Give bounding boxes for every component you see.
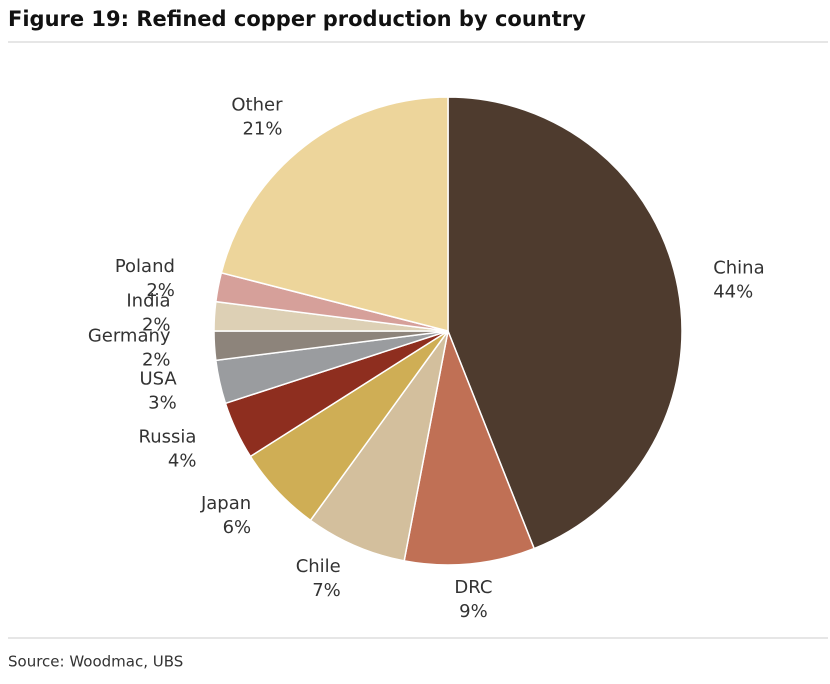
slice-value: 7%: [312, 580, 341, 601]
slice-label: Germany: [88, 325, 171, 346]
chart-title: Figure 19: Refined copper production by …: [8, 7, 586, 31]
slice-value: 4%: [168, 450, 197, 471]
slice-label: Chile: [296, 556, 341, 577]
slice-value: 2%: [142, 349, 171, 370]
slice-label: DRC: [454, 577, 492, 598]
pie-slice: [447, 96, 683, 550]
slice-label: Japan: [200, 493, 251, 514]
slice-value: 44%: [713, 281, 753, 302]
slice-label: Other: [231, 95, 283, 116]
source: Source: Woodmac, UBS: [8, 653, 183, 671]
slice-label: USA: [139, 369, 177, 390]
pie-slice: [403, 328, 536, 566]
slice-value: 21%: [242, 119, 282, 140]
pie-slice: [309, 330, 449, 562]
slice-value: 3%: [148, 393, 177, 414]
slice-value: 9%: [459, 601, 488, 622]
slice-value: 2%: [142, 315, 171, 336]
slice-label: China: [713, 257, 764, 278]
slice-label: India: [126, 291, 170, 312]
slice-value: 2%: [146, 280, 175, 301]
slice-label: Russia: [139, 426, 197, 447]
slice-value: 6%: [223, 517, 252, 538]
slice-label: Poland: [115, 256, 175, 277]
pie-slice: [220, 96, 449, 332]
